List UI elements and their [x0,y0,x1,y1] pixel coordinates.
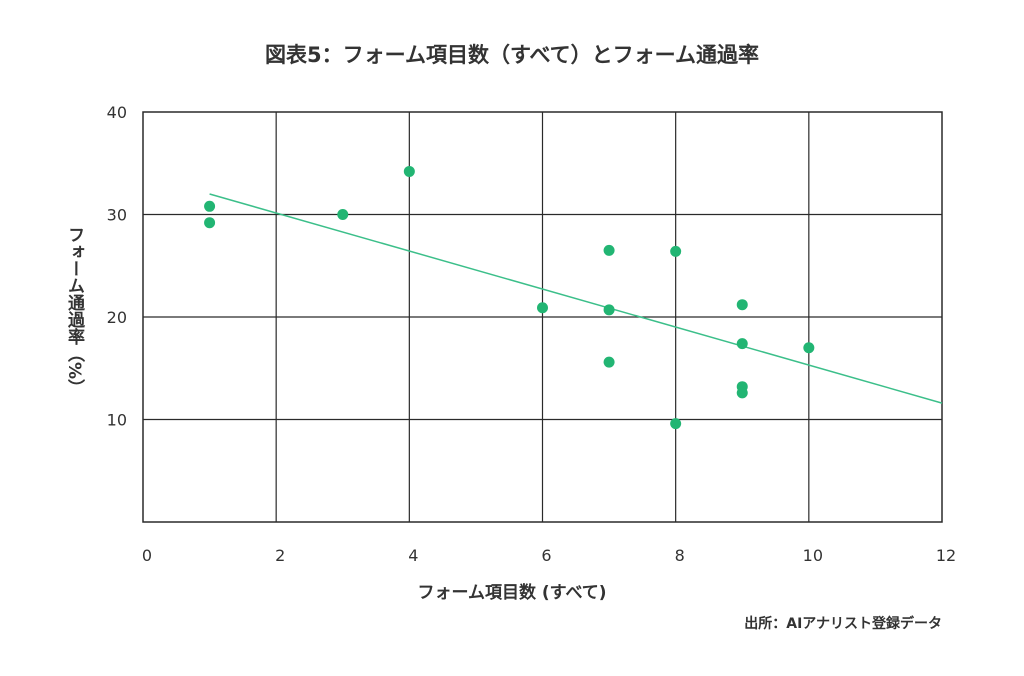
data-point [204,200,216,212]
x-tick-label: 8 [675,546,685,565]
x-tick-label: 12 [936,546,956,565]
data-point [603,244,615,256]
data-point [537,302,548,314]
y-tick-label: 30 [107,206,127,225]
x-tick-label: 2 [275,546,285,565]
chart-title: 図表5：フォーム項目数（すべて）とフォーム通過率 [265,43,759,67]
data-point [603,304,615,316]
data-point [204,217,216,229]
data-point [736,299,748,311]
data-point [403,165,415,177]
trendline-layer [209,193,943,404]
data-point [670,245,682,257]
data-point [736,387,748,399]
y-tick-label: 20 [107,308,127,327]
y-tick-label: 40 [107,103,127,122]
data-point [670,418,682,430]
grid [142,111,943,523]
y-tick-label: 10 [107,411,127,430]
x-tick-label: 6 [541,546,551,565]
x-tick-label: 0 [142,546,152,565]
data-point [803,342,815,354]
x-tick-label: 10 [803,546,823,565]
trendline [209,193,943,404]
data-point [603,356,615,368]
source-note: 出所：AIアナリスト登録データ [744,615,942,632]
x-tick-label: 4 [408,546,418,565]
data-point [736,338,748,350]
y-axis-label: フォーム通過率（%） [64,226,85,396]
x-axis-label: フォーム項目数 (すべて) [417,582,606,603]
tick-labels: 0 2 4 6 8 10 12 10 20 30 40 [107,103,957,565]
data-points [204,165,815,430]
data-point [337,209,349,220]
